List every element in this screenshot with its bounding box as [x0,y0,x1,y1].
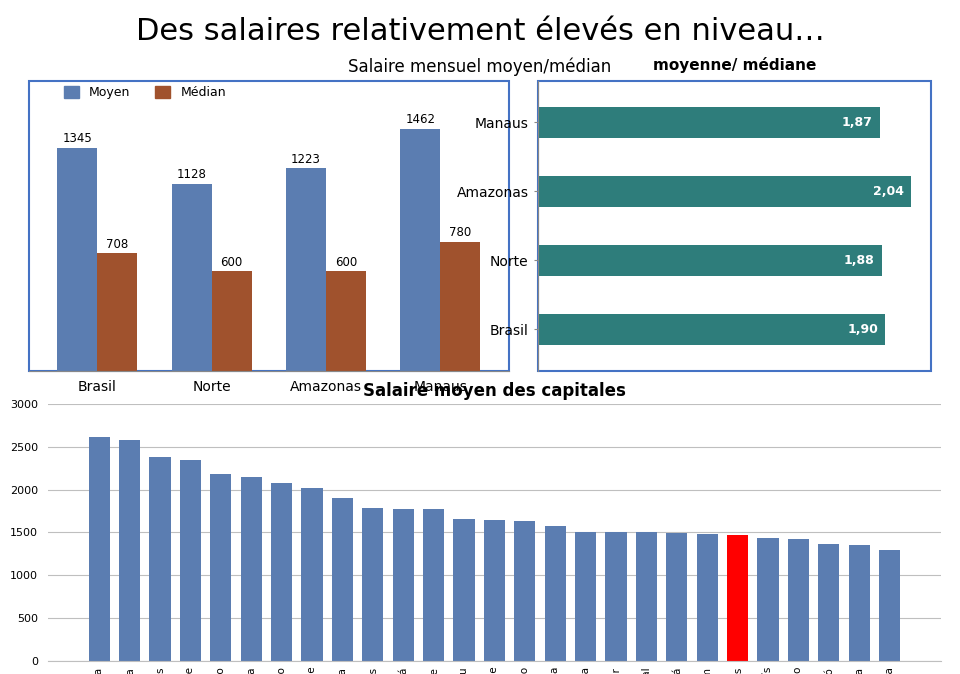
Text: 1223: 1223 [291,153,321,166]
Bar [697,534,718,661]
Text: 2,04: 2,04 [873,185,903,197]
Bar [400,129,441,371]
Text: 1128: 1128 [177,168,206,181]
Bar [362,508,383,661]
Text: 780: 780 [449,226,471,239]
Bar [538,106,880,137]
Bar [538,245,882,276]
Bar [544,526,565,661]
Bar [119,440,140,661]
Bar [538,176,911,207]
Bar [515,520,536,661]
Text: Des salaires relativement élevés en niveau…: Des salaires relativement élevés en nive… [135,17,825,46]
Bar [180,460,201,661]
Bar [757,539,779,661]
Text: Salaire mensuel moyen/médian: Salaire mensuel moyen/médian [348,57,612,75]
Bar [241,477,262,661]
Bar [332,498,353,661]
Bar [210,474,231,661]
Text: 1,87: 1,87 [842,116,873,129]
Bar [393,509,414,661]
Bar [441,241,480,371]
Bar [453,519,474,661]
Bar [606,532,627,661]
Bar [727,534,748,661]
Title: moyenne/ médiane: moyenne/ médiane [653,57,816,73]
Bar [172,184,211,371]
Bar [879,549,900,661]
Text: 708: 708 [107,238,129,251]
Bar [666,533,687,661]
Bar [271,483,292,661]
Bar [423,510,444,661]
Bar [58,148,97,371]
Text: 1,88: 1,88 [844,254,875,267]
Bar [211,272,252,371]
Bar [326,272,366,371]
Text: 1345: 1345 [62,133,92,146]
Text: 600: 600 [221,256,243,269]
Bar [849,545,870,661]
Bar [88,437,109,661]
Bar [818,545,839,661]
Bar [150,458,171,661]
Title: Salaire moyen des capitales: Salaire moyen des capitales [363,382,626,400]
Text: 1462: 1462 [405,113,435,126]
Legend: Moyen, Médian: Moyen, Médian [60,82,231,104]
Bar [286,168,326,371]
Bar [97,253,137,371]
Bar [538,314,885,345]
Bar [636,532,657,661]
Bar [575,532,596,661]
Bar [788,539,809,661]
Bar [484,520,505,661]
Text: 1,90: 1,90 [848,323,878,336]
Text: 600: 600 [335,256,357,269]
Bar [301,488,323,661]
